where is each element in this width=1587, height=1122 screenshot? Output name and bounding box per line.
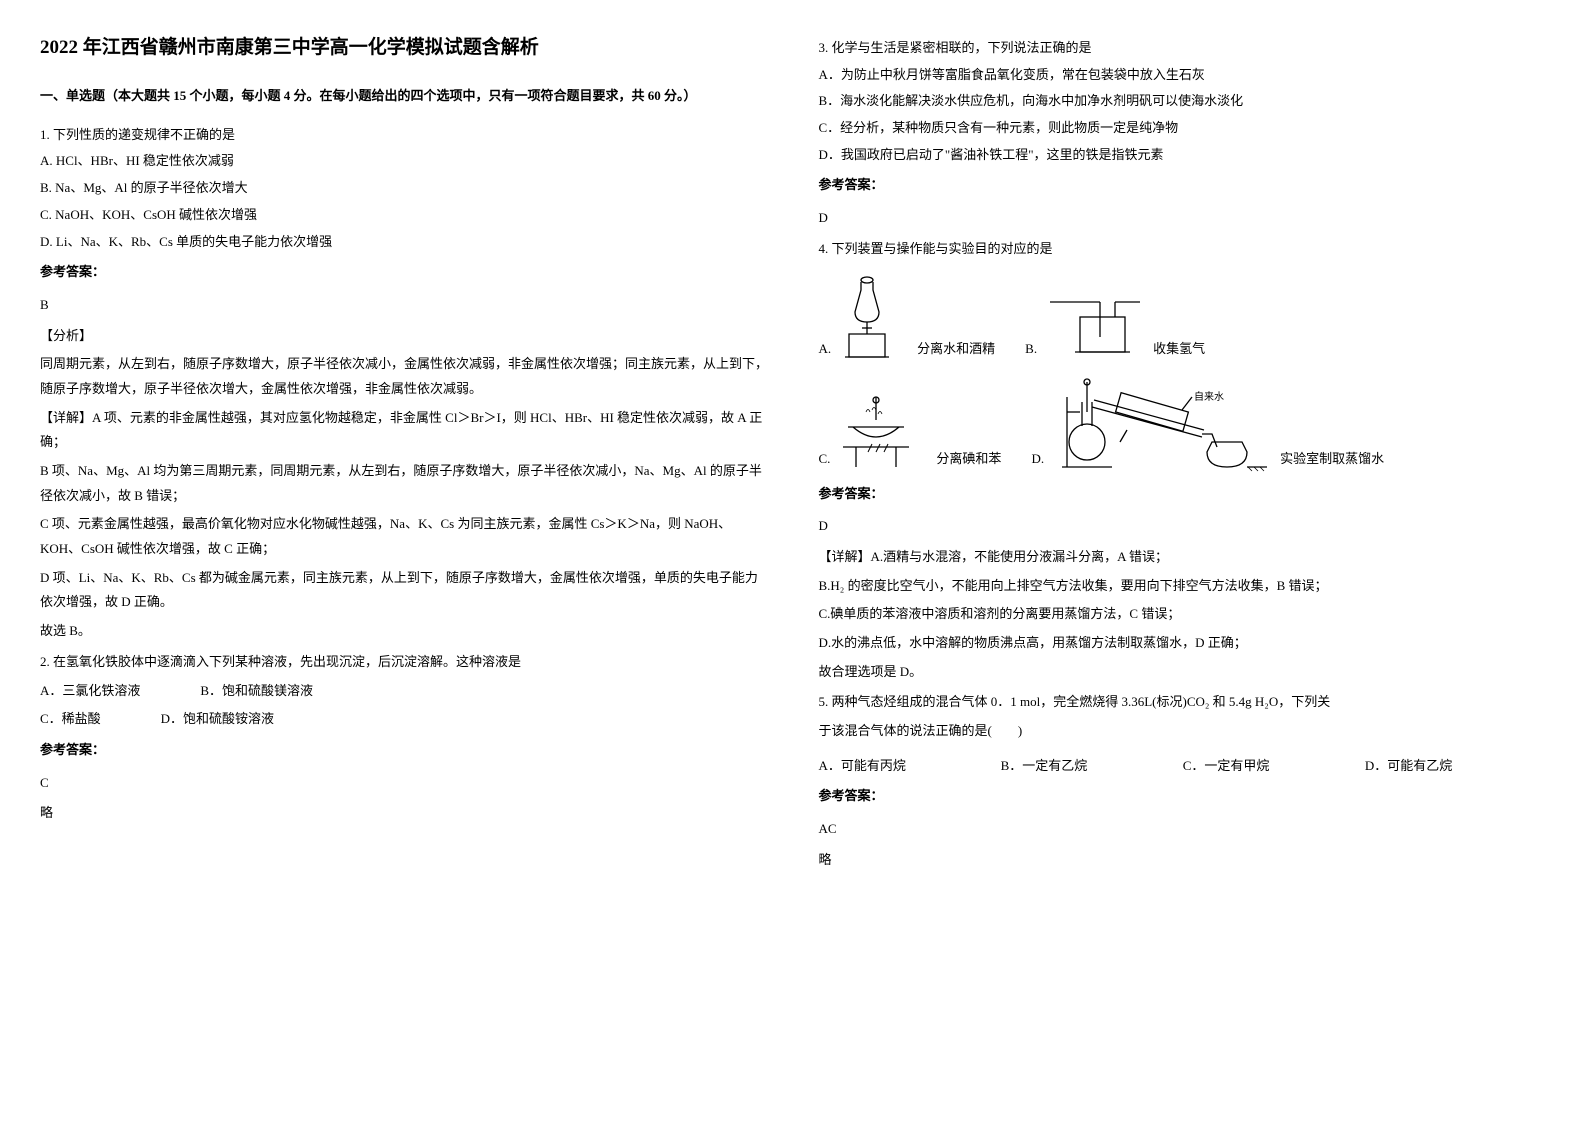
q2-stem: 2. 在氢氧化铁胶体中逐滴滴入下列某种溶液，先出现沉淀，后沉淀溶解。这种溶液是: [40, 650, 769, 675]
q4-detail-a: 【详解】A.酒精与水混溶，不能使用分液漏斗分离，A 错误；: [819, 545, 1548, 570]
q3-option-b: B．海水淡化能解决淡水供应危机，向海水中加净水剂明矾可以使海水淡化: [819, 89, 1548, 114]
q4-detail-c: C.碘单质的苯溶液中溶质和溶剂的分离要用蒸馏方法，C 错误；: [819, 602, 1548, 627]
q3-stem: 3. 化学与生活是紧密相联的，下列说法正确的是: [819, 36, 1548, 61]
water-in-label: 自来水: [1194, 390, 1224, 403]
q1-answer-label: 参考答案：: [40, 260, 769, 285]
q1-detail-c: C 项、元素金属性越强，最高价氧化物对应水化物碱性越强，Na、K、Cs 为同主族…: [40, 512, 769, 561]
page-title: 2022 年江西省赣州市南康第三中学高一化学模拟试题含解析: [40, 30, 769, 66]
q1-analysis-label: 【分析】: [40, 324, 769, 349]
q1-stem: 1. 下列性质的递变规律不正确的是: [40, 123, 769, 148]
separating-funnel-icon: [839, 272, 909, 362]
q1-answer: B: [40, 293, 769, 318]
q4-detail-d: D.水的沸点低，水中溶解的物质沸点高，用蒸馏方法制取蒸馏水，D 正确；: [819, 631, 1548, 656]
q4-detail-b: B.H₂ 的密度比空气小，不能用向上排空气方法收集，要用向下排空气方法收集，B …: [819, 574, 1548, 599]
q2-option-c: C．稀盐酸: [40, 707, 101, 732]
q2-option-b: B．饱和硫酸镁溶液: [200, 679, 313, 704]
q4-label-a: A.: [819, 337, 832, 362]
q4-option-c-text: 分离碘和苯: [936, 447, 1001, 472]
q5-option-b: B．一定有乙烷: [1001, 754, 1183, 779]
q5-stem-2: 于该混合气体的说法正确的是( ): [819, 719, 1548, 744]
q5-option-d: D．可能有乙烷: [1365, 754, 1547, 779]
q5-stem-1: 5. 两种气态烃组成的混合气体 0．1 mol，完全燃烧得 3.36L(标况)C…: [819, 690, 1548, 715]
q4-figure-a: [839, 272, 909, 362]
q3-option-d: D．我国政府已启动了"酱油补铁工程"，这里的铁是指铁元素: [819, 143, 1548, 168]
q3-option-c: C．经分析，某种物质只含有一种元素，则此物质一定是纯净物: [819, 116, 1548, 141]
q1-detail-conclude: 故选 B。: [40, 619, 769, 644]
q4-option-d-text: 实验室制取蒸馏水: [1280, 447, 1384, 472]
q4-option-b-text: 收集氢气: [1153, 337, 1205, 362]
q4-figure-c: [838, 392, 928, 472]
q2-answer: C: [40, 771, 769, 796]
q1-detail-b: B 项、Na、Mg、Al 均为第三周期元素，同周期元素，从左到右，随原子序数增大…: [40, 459, 769, 508]
q1-option-b: B. Na、Mg、Al 的原子半径依次增大: [40, 176, 769, 201]
q5-option-a: A．可能有丙烷: [819, 754, 1001, 779]
q3-answer-label: 参考答案：: [819, 173, 1548, 198]
q3-answer: D: [819, 206, 1548, 231]
distillation-apparatus-icon: 自来水: [1052, 372, 1272, 472]
q1-detail-d: D 项、Li、Na、K、Rb、Cs 都为碱金属元素，同主族元素，从上到下，随原子…: [40, 566, 769, 615]
q4-figure-d: 自来水: [1052, 372, 1272, 472]
q5-option-c: C．一定有甲烷: [1183, 754, 1365, 779]
q2-option-d: D．饱和硫酸铵溶液: [161, 707, 274, 732]
q4-figure-b: [1045, 292, 1145, 362]
q5-note: 略: [819, 848, 1548, 873]
q3-option-a: A．为防止中秋月饼等富脂食品氧化变质，常在包装袋中放入生石灰: [819, 63, 1548, 88]
q1-detail-a: 【详解】A 项、元素的非金属性越强，其对应氢化物越稳定，非金属性 Cl＞Br＞I…: [40, 406, 769, 455]
q1-option-a: A. HCl、HBr、HI 稳定性依次减弱: [40, 149, 769, 174]
q2-note: 略: [40, 801, 769, 826]
q4-detail-conclude: 故合理选项是 D。: [819, 660, 1548, 685]
evaporation-dish-icon: [838, 392, 928, 472]
q2-option-a: A．三氯化铁溶液: [40, 679, 140, 704]
q1-option-c: C. NaOH、KOH、CsOH 碱性依次增强: [40, 203, 769, 228]
gas-collection-icon: [1045, 292, 1145, 362]
q4-answer-label: 参考答案：: [819, 482, 1548, 507]
q4-answer: D: [819, 514, 1548, 539]
q4-label-b: B.: [1025, 337, 1037, 362]
q5-answer: AC: [819, 817, 1548, 842]
q1-analysis-text: 同周期元素，从左到右，随原子序数增大，原子半径依次减小，金属性依次减弱，非金属性…: [40, 352, 769, 401]
q4-stem: 4. 下列装置与操作能与实验目的对应的是: [819, 237, 1548, 262]
q5-answer-label: 参考答案：: [819, 784, 1548, 809]
q4-label-d: D.: [1031, 447, 1044, 472]
section-header: 一、单选题（本大题共 15 个小题，每小题 4 分。在每小题给出的四个选项中，只…: [40, 84, 769, 109]
q4-label-c: C.: [819, 447, 831, 472]
q1-option-d: D. Li、Na、K、Rb、Cs 单质的失电子能力依次增强: [40, 230, 769, 255]
q2-answer-label: 参考答案：: [40, 738, 769, 763]
q4-option-a-text: 分离水和酒精: [917, 337, 995, 362]
